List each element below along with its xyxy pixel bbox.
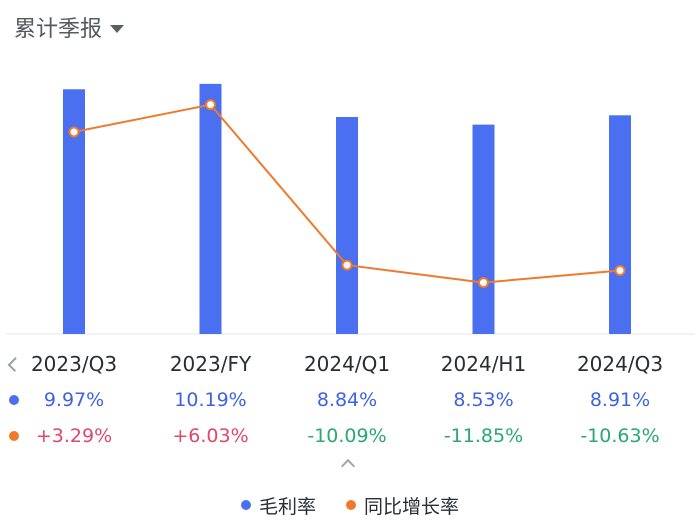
yoy-growth-value: -10.63% <box>580 425 660 447</box>
line-point-2023/Q3[interactable] <box>68 126 80 138</box>
gross-margin-value: 8.53% <box>453 389 514 411</box>
yoy-growth-row: +3.29% +6.03% -10.09% -11.85% -10.63% <box>0 420 700 452</box>
bar-2024/H1[interactable] <box>472 124 495 334</box>
gross-margin-value: 8.84% <box>316 389 378 411</box>
caret-down-icon[interactable] <box>110 24 125 33</box>
yoy-growth-dot-icon <box>9 431 19 441</box>
legend-dot-icon <box>346 500 356 510</box>
gross-margin-row: 9.97% 10.19% 8.84% 8.53% 8.91% <box>0 384 700 416</box>
legend-item-gross-margin[interactable]: 毛利率 <box>240 492 316 519</box>
period-label: 2024/Q3 <box>576 352 664 376</box>
line-point-2024/H1[interactable] <box>478 277 489 289</box>
legend-dot-icon <box>240 500 251 510</box>
bar-2023/FY[interactable] <box>199 83 222 334</box>
period-label: 2023/FY <box>169 352 252 376</box>
chart-legend: 毛利率 同比增长率 <box>0 490 700 520</box>
gross-margin-chart <box>6 83 694 335</box>
line-point-2023/FY[interactable] <box>205 99 216 111</box>
legend-label: 毛利率 <box>258 495 316 518</box>
bar-2024/Q3[interactable] <box>609 115 631 334</box>
gross-margin-value: 8.91% <box>589 389 651 411</box>
legend-item-yoy-growth[interactable]: 同比增长率 <box>346 492 459 519</box>
page-title: 累计季报 <box>14 17 103 42</box>
legend-label: 同比增长率 <box>364 495 460 518</box>
bar-2024/Q1[interactable] <box>336 117 358 334</box>
period-label: 2023/Q3 <box>30 352 118 376</box>
line-point-2024/Q3[interactable] <box>614 264 626 276</box>
period-label: 2024/Q1 <box>303 352 391 376</box>
chevron-up-icon[interactable] <box>340 456 356 470</box>
gross-margin-value: 10.19% <box>174 389 247 411</box>
yoy-growth-value: +3.29% <box>35 425 113 447</box>
bar-2023/Q3[interactable] <box>63 89 85 334</box>
period-row: 2023/Q3 2023/FY 2024/Q1 2024/H1 2024/Q3 <box>0 348 700 380</box>
yoy-growth-value: -11.85% <box>443 425 524 447</box>
period-label: 2024/H1 <box>440 352 527 376</box>
period-selector[interactable]: 累计季报 <box>14 10 125 44</box>
line-point-2024/Q1[interactable] <box>341 259 353 271</box>
yoy-growth-value: +6.03% <box>172 425 249 447</box>
yoy-growth-value: -10.09% <box>307 425 387 447</box>
gross-margin-dot-icon <box>9 395 19 405</box>
gross-margin-value: 9.97% <box>43 389 105 411</box>
